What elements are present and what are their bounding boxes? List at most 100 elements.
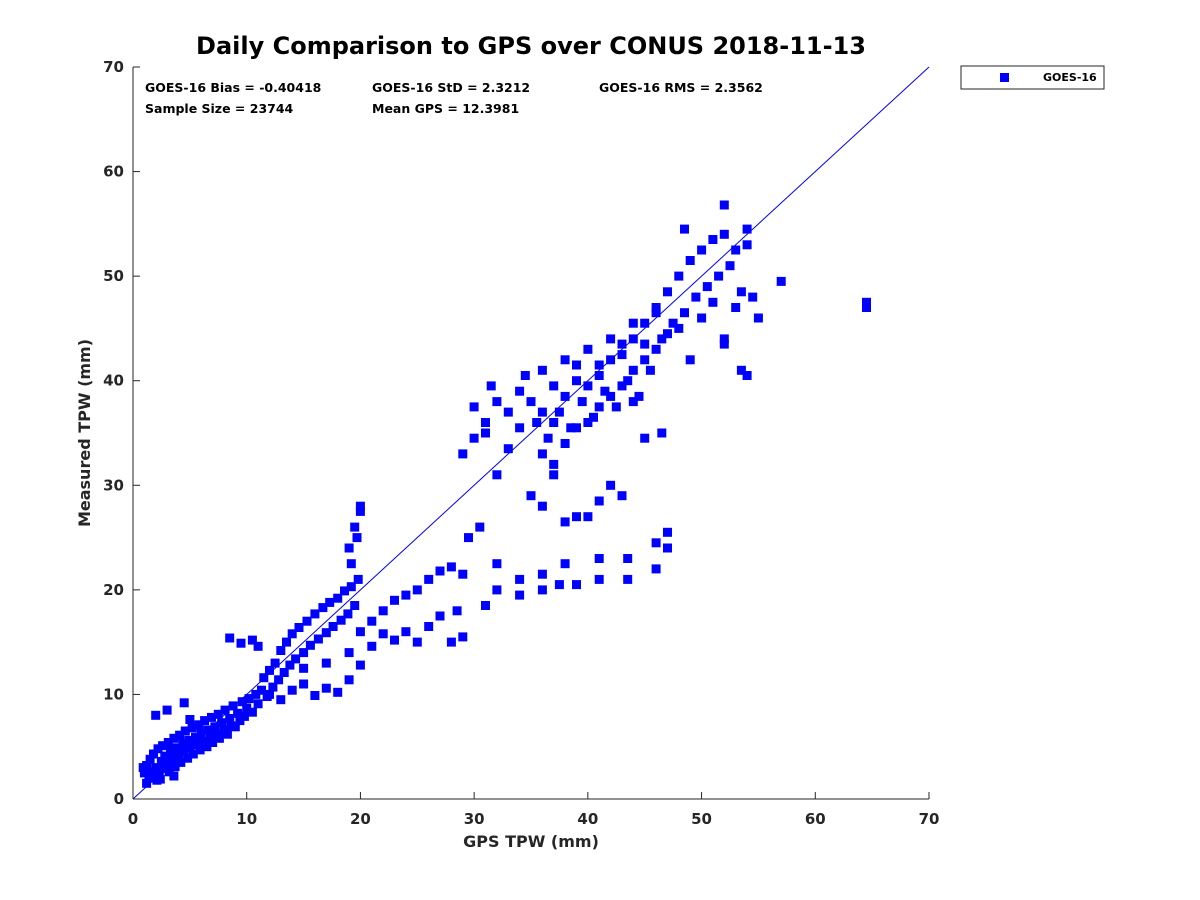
- data-point: [657, 334, 667, 344]
- data-point: [194, 720, 204, 730]
- data-point: [149, 749, 158, 759]
- data-point: [560, 355, 570, 365]
- data-point: [346, 559, 356, 569]
- data-point: [185, 715, 195, 724]
- data-point: [352, 533, 362, 543]
- data-point: [594, 371, 604, 380]
- data-point: [350, 601, 360, 610]
- data-point: [532, 418, 542, 427]
- data-point: [464, 533, 473, 543]
- data-point: [492, 585, 502, 595]
- data-point: [344, 648, 354, 658]
- data-point: [333, 593, 343, 603]
- data-point: [697, 245, 707, 255]
- y-ticks-layer: 0 10 20 30 40 50 60 70: [103, 58, 140, 808]
- data-point: [187, 723, 197, 733]
- data-point: [236, 638, 246, 648]
- data-point: [175, 730, 185, 740]
- data-point: [702, 282, 712, 292]
- data-point: [651, 564, 661, 574]
- data-point: [367, 616, 377, 626]
- data-point: [294, 623, 304, 632]
- data-point: [233, 708, 243, 718]
- data-point: [202, 742, 212, 752]
- data-point: [560, 517, 570, 527]
- y-tick-label: 0: [114, 790, 124, 808]
- legend: GOES-16: [960, 65, 1105, 90]
- data-point: [168, 753, 178, 763]
- data-point: [390, 635, 399, 645]
- y-tick-label: 70: [103, 58, 124, 76]
- data-point: [153, 744, 163, 754]
- data-point: [725, 261, 735, 271]
- data-point: [446, 637, 456, 647]
- data-point: [169, 771, 179, 781]
- data-point: [203, 725, 213, 735]
- data-point: [606, 480, 616, 490]
- data-point: [543, 433, 553, 443]
- data-point: [520, 371, 530, 380]
- data-point: [200, 716, 210, 726]
- data-point: [302, 616, 312, 626]
- data-point: [515, 590, 525, 600]
- data-point: [719, 339, 729, 349]
- chart-title: Daily Comparison to GPS over CONUS 2018-…: [196, 32, 866, 60]
- data-point: [299, 663, 309, 673]
- data-point: [663, 329, 672, 339]
- data-point: [343, 609, 353, 619]
- data-point: [321, 628, 331, 638]
- data-point: [554, 407, 564, 417]
- data-point: [623, 376, 633, 386]
- data-point: [736, 365, 746, 375]
- data-point: [142, 778, 152, 788]
- data-point: [179, 698, 189, 708]
- data-point: [145, 754, 155, 764]
- data-point: [180, 726, 190, 736]
- data-point: [537, 501, 547, 511]
- data-point: [230, 722, 240, 732]
- data-point: [583, 344, 593, 354]
- data-point: [162, 705, 172, 715]
- x-tick-label: 10: [236, 810, 257, 828]
- data-point: [412, 585, 422, 595]
- data-point: [160, 751, 170, 761]
- data-point: [458, 569, 468, 579]
- data-point: [645, 365, 655, 375]
- data-point: [577, 397, 587, 407]
- data-point: [285, 660, 295, 670]
- data-point: [640, 318, 650, 328]
- data-point: [299, 679, 309, 689]
- data-point: [617, 491, 627, 501]
- data-point: [350, 522, 360, 532]
- data-point: [401, 590, 411, 600]
- data-point: [268, 682, 278, 692]
- data-point: [526, 491, 536, 501]
- data-point: [435, 611, 445, 621]
- data-point: [217, 718, 227, 728]
- data-point: [862, 297, 871, 307]
- x-tick-label: 30: [464, 810, 485, 828]
- data-point: [344, 675, 354, 685]
- data-point: [270, 658, 280, 668]
- data-point: [572, 580, 581, 590]
- data-point: [526, 397, 536, 407]
- data-point: [333, 687, 343, 697]
- data-point: [657, 428, 667, 438]
- data-point: [748, 292, 758, 302]
- data-point: [225, 633, 235, 643]
- data-point: [663, 527, 672, 537]
- data-point: [651, 344, 661, 354]
- data-point: [247, 707, 257, 717]
- data-point: [492, 397, 502, 407]
- data-point: [572, 360, 581, 370]
- x-tick-label: 40: [577, 810, 598, 828]
- data-point: [144, 773, 154, 783]
- data-point: [259, 673, 269, 683]
- data-point: [257, 685, 266, 695]
- data-point: [628, 334, 638, 344]
- data-point: [276, 695, 286, 705]
- data-point: [199, 737, 208, 746]
- data-point: [412, 637, 422, 647]
- data-point: [736, 287, 746, 297]
